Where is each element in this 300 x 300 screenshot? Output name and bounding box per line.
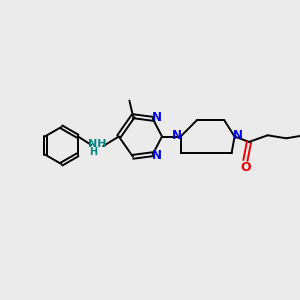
Text: N: N: [152, 111, 161, 124]
Text: N: N: [152, 149, 161, 162]
Text: N: N: [233, 129, 243, 142]
Text: N: N: [172, 129, 182, 142]
Text: O: O: [240, 160, 251, 174]
Text: H: H: [88, 147, 97, 157]
Text: NH: NH: [88, 139, 107, 149]
